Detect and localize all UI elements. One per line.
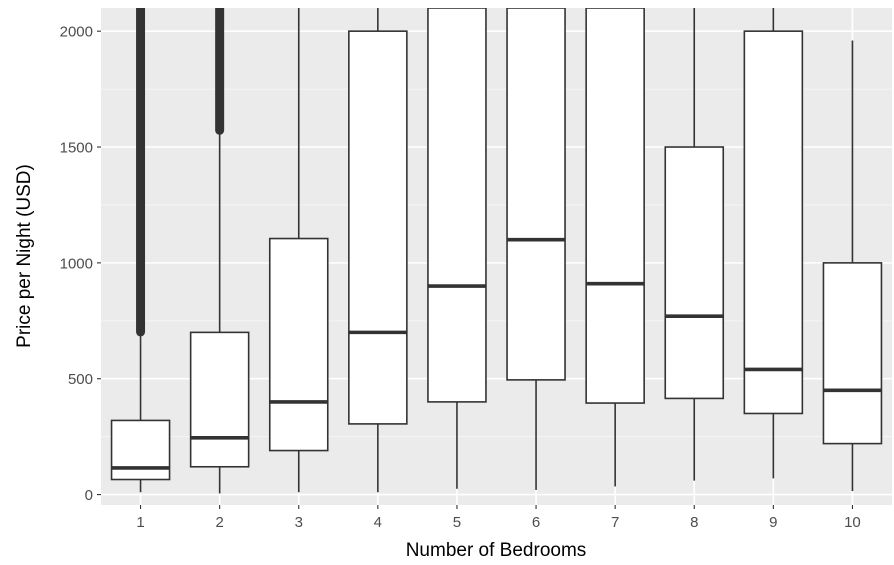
box-3 — [268, 8, 329, 493]
y-tick-label: 0 — [85, 487, 93, 504]
x-tick-label: 9 — [769, 514, 777, 531]
iqr-box — [110, 419, 171, 481]
box-5 — [427, 8, 487, 489]
x-tick-label: 2 — [215, 514, 223, 531]
y-axis: 0 500 1000 1500 2000 — [60, 24, 101, 504]
x-tick-label: 3 — [295, 514, 303, 531]
iqr-box — [664, 146, 725, 400]
iqr-box — [822, 262, 883, 445]
iqr-box — [348, 30, 408, 425]
box-2 — [189, 8, 250, 494]
box-6 — [506, 8, 566, 490]
x-tick-label: 1 — [136, 514, 144, 531]
box-8 — [664, 8, 725, 481]
x-tick-label: 5 — [453, 514, 461, 531]
y-tick-label: 500 — [68, 371, 93, 388]
x-axis-title: Number of Bedrooms — [406, 540, 587, 561]
iqr-box — [743, 30, 804, 415]
iqr-box — [427, 8, 487, 403]
y-tick-label: 1000 — [60, 255, 93, 272]
x-axis: 1 2 3 4 5 6 7 8 9 10 — [136, 505, 861, 531]
x-tick-label: 8 — [690, 514, 698, 531]
x-tick-label: 7 — [611, 514, 619, 531]
y-axis-title: Price per Night (USD) — [14, 164, 35, 348]
x-tick-label: 4 — [374, 514, 382, 531]
iqr-box — [268, 237, 329, 452]
iqr-box — [585, 8, 645, 404]
y-tick-label: 2000 — [60, 24, 93, 41]
box-9 — [743, 8, 804, 479]
iqr-box — [189, 331, 250, 468]
box-1 — [110, 8, 171, 493]
x-tick-label: 6 — [532, 514, 540, 531]
box-7 — [585, 8, 645, 487]
iqr-box — [506, 8, 566, 381]
box-4 — [348, 8, 408, 493]
outlier-points — [215, 8, 225, 135]
boxes-layer — [110, 8, 883, 494]
box-10 — [822, 40, 883, 492]
outlier-points — [136, 8, 146, 337]
x-tick-label: 10 — [844, 514, 861, 531]
y-tick-label: 1500 — [60, 140, 93, 157]
